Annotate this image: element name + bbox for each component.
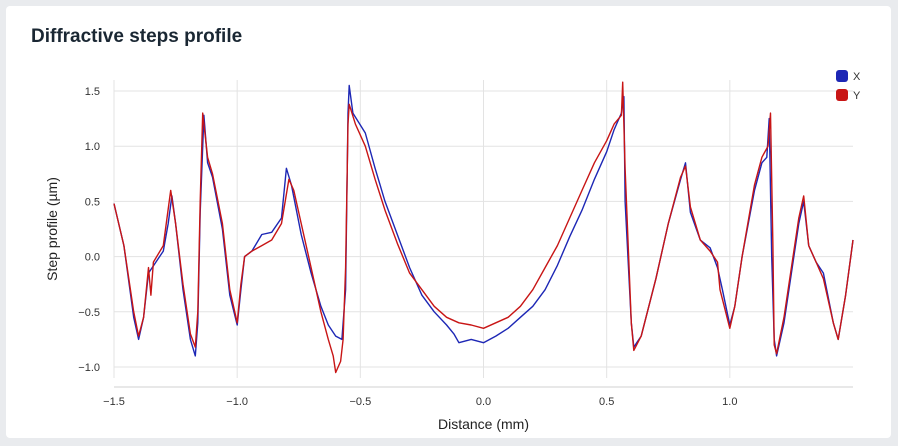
y-tick-label: −1.0 [78,362,100,374]
chart-title: Diffractive steps profile [31,26,243,47]
x-tick-label: 0.5 [599,396,614,408]
legend-swatch-y[interactable] [836,89,848,101]
x-axis-label: Distance (mm) [438,416,529,432]
legend-swatch-x[interactable] [836,70,848,82]
series-line-y [113,81,854,374]
y-tick-label: 0.5 [85,196,100,208]
y-tick-label: 1.0 [85,141,100,153]
chart-card: Diffractive steps profile [6,6,891,438]
x-tick-label: −1.0 [226,396,248,408]
y-tick-label: 1.5 [85,86,100,98]
legend-label-x[interactable]: X [853,71,861,83]
y-tick-label: 0.0 [85,252,100,264]
x-tick-label: −1.5 [103,396,125,408]
x-tick-label: 0.0 [476,396,491,408]
x-tick-label: 1.0 [722,396,737,408]
x-tick-label: −0.5 [349,396,371,408]
legend-label-y[interactable]: Y [853,90,861,102]
y-tick-label: −0.5 [78,307,100,319]
y-axis-label: Step profile (µm) [44,177,60,281]
